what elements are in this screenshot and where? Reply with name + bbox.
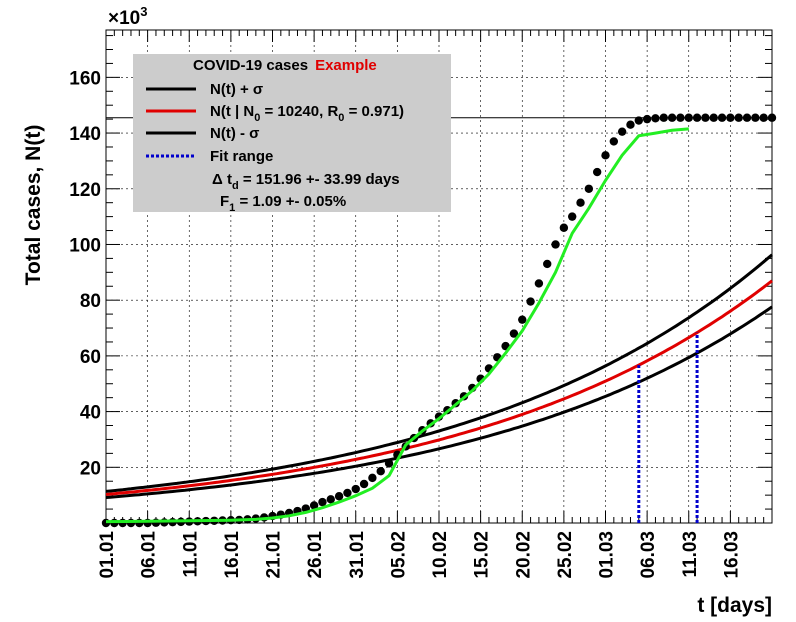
legend-title: COVID-19 cases Example bbox=[193, 57, 377, 74]
x-tick-label-0: 01.01 bbox=[97, 531, 118, 579]
data-point-30 bbox=[351, 484, 360, 494]
y-tick-label-3: 80 bbox=[80, 291, 101, 312]
x-tick-label-14: 11.03 bbox=[680, 531, 701, 578]
data-point-61 bbox=[609, 137, 619, 146]
data-point-62 bbox=[617, 127, 627, 136]
data-point-32 bbox=[368, 473, 377, 483]
x-tick-label-10: 20.02 bbox=[513, 531, 534, 579]
data-point-76 bbox=[734, 113, 743, 122]
model-line bbox=[105, 279, 773, 496]
x-tick-label-11: 25.02 bbox=[555, 531, 576, 579]
y-tick-label-0: 20 bbox=[80, 458, 101, 479]
x-tick-label-6: 31.01 bbox=[347, 531, 368, 579]
legend-label-lower: N(t) - σ bbox=[210, 125, 259, 142]
x-tick-labels: 01.01 06.01 11.01 16.01 21.01 26.01 31.01 05.02… bbox=[97, 531, 742, 579]
data-point-68 bbox=[667, 113, 677, 122]
y-axis-title: Total cases, N(t) bbox=[22, 125, 45, 286]
data-point-34 bbox=[384, 459, 394, 468]
data-point-29 bbox=[343, 488, 352, 498]
legend-label-model: N(t | N0 = 10240, R0 = 0.971) bbox=[210, 103, 404, 124]
data-point-60 bbox=[601, 151, 610, 160]
data-point-58 bbox=[584, 184, 594, 193]
y-tick-label-7: 160 bbox=[69, 68, 101, 89]
data-point-59 bbox=[592, 167, 602, 177]
x-tick-label-8: 10.02 bbox=[430, 531, 451, 579]
data-point-50 bbox=[518, 315, 527, 324]
data-point-75 bbox=[726, 113, 735, 122]
x-tick-label-5: 26.01 bbox=[305, 531, 326, 579]
data-point-56 bbox=[568, 212, 577, 221]
y-tick-label-4: 100 bbox=[69, 235, 101, 256]
data-point-69 bbox=[676, 113, 685, 122]
x-tick-label-1: 06.01 bbox=[139, 531, 160, 579]
y-multiplier: ×103 bbox=[108, 4, 147, 29]
data-point-57 bbox=[576, 198, 585, 207]
y-multiplier-exponent: 3 bbox=[140, 4, 147, 19]
legend-stat-doubling-time: Δ td = 151.96 +- 33.99 days bbox=[212, 171, 400, 192]
data-point-52 bbox=[534, 279, 544, 288]
data-point-55 bbox=[559, 223, 569, 232]
data-point-25 bbox=[309, 501, 319, 510]
data-point-66 bbox=[651, 114, 660, 123]
lower-sigma-line bbox=[105, 305, 773, 499]
data-point-70 bbox=[684, 113, 693, 122]
data-point-72 bbox=[701, 113, 710, 122]
data-point-53 bbox=[543, 259, 552, 269]
x-tick-label-12: 01.03 bbox=[597, 531, 618, 579]
upper-sigma-line bbox=[105, 253, 773, 493]
x-tick-label-4: 21.01 bbox=[264, 531, 285, 579]
y-tick-label-5: 120 bbox=[69, 180, 101, 201]
data-point-31 bbox=[359, 479, 369, 489]
grid bbox=[106, 30, 772, 523]
data-point-73 bbox=[709, 113, 718, 122]
data-point-27 bbox=[326, 495, 335, 504]
data-point-67 bbox=[659, 113, 668, 122]
legend-label-fit-range: Fit range bbox=[210, 148, 273, 165]
data-point-63 bbox=[626, 120, 635, 129]
data-point-74 bbox=[717, 113, 727, 122]
x-tick-label-2: 11.01 bbox=[180, 531, 201, 578]
data-point-64 bbox=[634, 116, 643, 125]
x-tick-label-13: 06.03 bbox=[638, 531, 659, 579]
y-tick-label-6: 140 bbox=[69, 124, 101, 145]
data-point-65 bbox=[642, 114, 652, 124]
x-tick-label-3: 16.01 bbox=[222, 531, 243, 579]
x-tick-label-7: 05.02 bbox=[388, 531, 409, 579]
legend-label-upper: N(t) + σ bbox=[210, 81, 263, 98]
y-tick-labels: 20 40 60 80 100 120 140 160 bbox=[69, 68, 101, 479]
data-point-78 bbox=[751, 113, 760, 122]
y-tick-label-2: 60 bbox=[80, 347, 101, 368]
x-axis-title: t [days] bbox=[697, 594, 772, 617]
data-point-28 bbox=[334, 492, 344, 501]
legend-stat-f1: F1 = 1.09 +- 0.05% bbox=[220, 193, 346, 214]
x-tick-label-9: 15.02 bbox=[472, 531, 493, 579]
data-point-77 bbox=[742, 113, 752, 122]
data-point-33 bbox=[376, 466, 385, 476]
x-tick-label-15: 16.03 bbox=[721, 531, 742, 579]
data-point-80 bbox=[767, 113, 777, 122]
data-point-49 bbox=[509, 329, 519, 338]
data-point-71 bbox=[692, 113, 702, 122]
data-point-79 bbox=[759, 113, 768, 122]
legend-title-highlight: Example bbox=[315, 57, 377, 74]
smoothed-data-line bbox=[105, 127, 689, 524]
data-point-51 bbox=[526, 297, 535, 306]
data-point-26 bbox=[318, 497, 327, 507]
y-tick-label-1: 40 bbox=[80, 403, 101, 424]
data-point-54 bbox=[551, 240, 560, 249]
legend: COVID-19 cases Example N(t) + σ N(t | N0 … bbox=[133, 54, 451, 214]
